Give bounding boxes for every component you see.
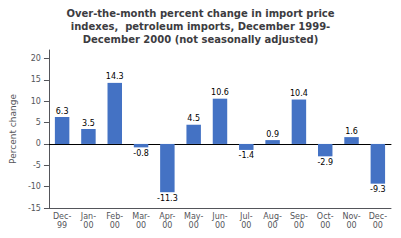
svg-text:0: 0: [36, 139, 41, 148]
svg-text:-1.4: -1.4: [238, 151, 254, 160]
svg-text:3.5: 3.5: [82, 119, 95, 128]
svg-text:Over-the-month percent change: Over-the-month percent change in import …: [66, 8, 334, 19]
svg-text:00: 00: [346, 221, 356, 230]
svg-text:Oct-: Oct-: [317, 212, 334, 221]
svg-text:-5: -5: [33, 161, 41, 170]
svg-text:Sep-: Sep-: [290, 212, 308, 221]
svg-text:6.3: 6.3: [56, 107, 69, 116]
svg-text:00: 00: [320, 221, 330, 230]
svg-text:-11.3: -11.3: [157, 194, 178, 203]
svg-text:00: 00: [241, 221, 251, 230]
svg-text:-9.3: -9.3: [370, 185, 386, 194]
svg-text:4.5: 4.5: [187, 114, 200, 123]
svg-text:-2.9: -2.9: [317, 158, 333, 167]
svg-text:Dec-: Dec-: [369, 212, 387, 221]
svg-text:Jul-: Jul-: [239, 212, 253, 221]
svg-text:Jun-: Jun-: [211, 212, 228, 221]
svg-text:indexes, petroleum imports, D: indexes, petroleum imports, December 199…: [71, 21, 331, 32]
svg-text:Jan-: Jan-: [80, 212, 96, 221]
svg-text:20: 20: [31, 54, 41, 63]
svg-text:00: 00: [83, 221, 93, 230]
svg-text:00: 00: [189, 221, 199, 230]
svg-text:00: 00: [373, 221, 383, 230]
svg-text:5: 5: [36, 118, 41, 127]
svg-text:Aug-: Aug-: [263, 212, 282, 221]
svg-text:-0.8: -0.8: [133, 149, 149, 158]
svg-text:-10: -10: [28, 182, 41, 191]
svg-text:00: 00: [162, 221, 172, 230]
svg-text:99: 99: [57, 221, 67, 230]
svg-text:10: 10: [31, 97, 41, 106]
svg-text:Apr-: Apr-: [159, 212, 175, 221]
svg-text:00: 00: [110, 221, 120, 230]
svg-text:December 2000 (not seasonally: December 2000 (not seasonally adjusted): [83, 34, 318, 45]
svg-text:00: 00: [268, 221, 278, 230]
svg-text:10.6: 10.6: [211, 88, 229, 97]
svg-text:00: 00: [215, 221, 225, 230]
svg-text:Nov-: Nov-: [342, 212, 360, 221]
svg-text:May-: May-: [184, 212, 203, 221]
svg-text:14.3: 14.3: [106, 72, 124, 81]
svg-text:Mar-: Mar-: [132, 212, 150, 221]
svg-text:00: 00: [136, 221, 146, 230]
svg-text:10.4: 10.4: [290, 89, 308, 98]
svg-text:15: 15: [31, 75, 41, 84]
svg-text:1.6: 1.6: [345, 127, 358, 136]
svg-text:Dec-: Dec-: [53, 212, 71, 221]
svg-text:-15: -15: [28, 204, 41, 213]
svg-text:00: 00: [294, 221, 304, 230]
svg-text:Percent change: Percent change: [8, 94, 18, 164]
svg-text:0.9: 0.9: [266, 130, 279, 139]
svg-text:Feb-: Feb-: [106, 212, 123, 221]
